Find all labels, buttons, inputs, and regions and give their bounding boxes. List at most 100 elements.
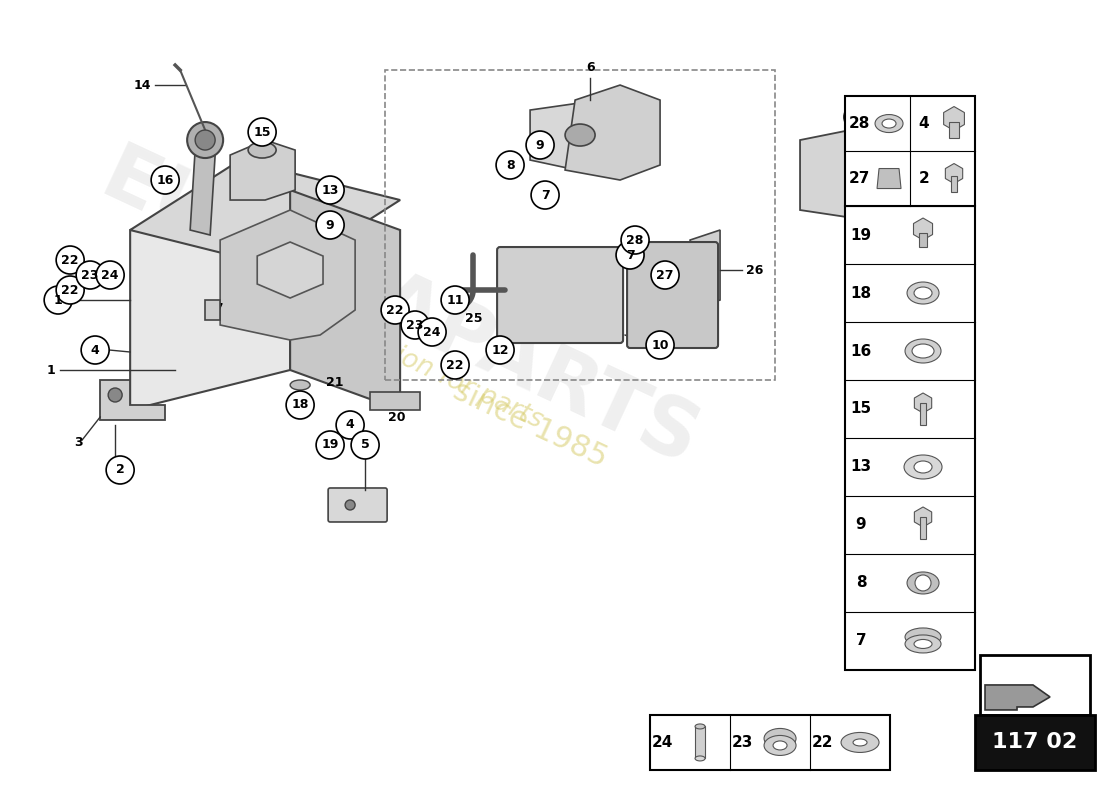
Text: 24: 24 <box>651 735 673 750</box>
Text: EUROPAPARTS: EUROPAPARTS <box>89 138 711 482</box>
Polygon shape <box>205 300 220 320</box>
Ellipse shape <box>249 142 276 158</box>
Circle shape <box>441 286 469 314</box>
Polygon shape <box>913 218 933 240</box>
Ellipse shape <box>905 628 940 646</box>
Circle shape <box>151 166 179 194</box>
Text: 24: 24 <box>424 326 441 338</box>
Text: 10: 10 <box>651 338 669 351</box>
Text: 9: 9 <box>536 138 544 151</box>
Bar <box>695 726 705 758</box>
Ellipse shape <box>852 159 888 185</box>
Circle shape <box>441 351 469 379</box>
Text: 29: 29 <box>936 170 954 183</box>
Polygon shape <box>984 685 1050 710</box>
FancyBboxPatch shape <box>497 247 623 343</box>
Text: 4: 4 <box>91 343 99 357</box>
Circle shape <box>108 388 122 402</box>
Circle shape <box>44 286 73 314</box>
Ellipse shape <box>874 114 903 133</box>
Text: 25: 25 <box>465 311 483 325</box>
Polygon shape <box>130 190 290 410</box>
Polygon shape <box>530 100 650 175</box>
Text: 4: 4 <box>345 418 354 431</box>
Circle shape <box>316 211 344 239</box>
Polygon shape <box>565 85 660 180</box>
Ellipse shape <box>842 733 879 753</box>
Text: 20: 20 <box>388 411 406 425</box>
Ellipse shape <box>905 339 940 363</box>
Polygon shape <box>290 190 400 410</box>
Circle shape <box>621 226 649 254</box>
Text: 6: 6 <box>586 61 594 74</box>
Circle shape <box>418 318 447 346</box>
Ellipse shape <box>773 741 786 750</box>
Circle shape <box>646 331 674 359</box>
Ellipse shape <box>852 739 867 746</box>
Text: 23: 23 <box>732 735 752 750</box>
Circle shape <box>351 431 380 459</box>
Text: 22: 22 <box>62 283 79 297</box>
Bar <box>980 655 1090 715</box>
Polygon shape <box>100 380 165 420</box>
Ellipse shape <box>905 635 940 653</box>
Polygon shape <box>257 242 323 298</box>
Text: 2: 2 <box>918 171 930 186</box>
Circle shape <box>402 311 429 339</box>
Bar <box>845 206 975 670</box>
Ellipse shape <box>882 119 896 128</box>
Circle shape <box>316 176 344 204</box>
Text: 27: 27 <box>657 269 674 282</box>
Text: 22: 22 <box>62 254 79 266</box>
Ellipse shape <box>908 572 939 594</box>
Text: 28: 28 <box>626 234 644 246</box>
Circle shape <box>345 500 355 510</box>
Text: 13: 13 <box>850 459 871 474</box>
Text: 22: 22 <box>812 735 833 750</box>
Text: 21: 21 <box>327 375 344 389</box>
Circle shape <box>496 151 524 179</box>
Text: 1: 1 <box>54 294 63 306</box>
Text: 18: 18 <box>292 398 309 411</box>
Text: 8: 8 <box>856 575 867 590</box>
Ellipse shape <box>914 461 932 473</box>
Circle shape <box>56 276 85 304</box>
Circle shape <box>249 118 276 146</box>
Text: 18: 18 <box>850 286 871 301</box>
Circle shape <box>316 431 344 459</box>
Polygon shape <box>220 210 355 340</box>
Text: 9: 9 <box>326 218 334 231</box>
Text: 117 02: 117 02 <box>992 733 1078 753</box>
Text: 7: 7 <box>626 249 635 262</box>
Polygon shape <box>914 507 932 527</box>
Text: since 1985: since 1985 <box>449 377 612 474</box>
Polygon shape <box>190 150 216 235</box>
Circle shape <box>81 336 109 364</box>
Ellipse shape <box>908 282 939 304</box>
Polygon shape <box>945 163 962 183</box>
Ellipse shape <box>695 724 705 729</box>
Circle shape <box>195 130 216 150</box>
Bar <box>845 96 975 206</box>
Text: 11: 11 <box>447 294 464 306</box>
Text: 16: 16 <box>156 174 174 186</box>
Text: 5: 5 <box>361 438 370 451</box>
Text: 15: 15 <box>253 126 271 138</box>
Ellipse shape <box>764 729 796 749</box>
Circle shape <box>915 575 931 591</box>
Text: 28: 28 <box>848 116 870 131</box>
Bar <box>975 715 1094 770</box>
Circle shape <box>76 261 104 289</box>
Text: 8: 8 <box>506 158 515 171</box>
Circle shape <box>381 296 409 324</box>
Ellipse shape <box>904 455 942 479</box>
Circle shape <box>286 391 315 419</box>
Ellipse shape <box>764 735 796 755</box>
Circle shape <box>651 261 679 289</box>
Circle shape <box>616 241 645 269</box>
Bar <box>920 517 926 539</box>
Ellipse shape <box>912 344 934 358</box>
Ellipse shape <box>565 124 595 146</box>
Text: 22: 22 <box>447 358 464 371</box>
Circle shape <box>844 103 872 131</box>
